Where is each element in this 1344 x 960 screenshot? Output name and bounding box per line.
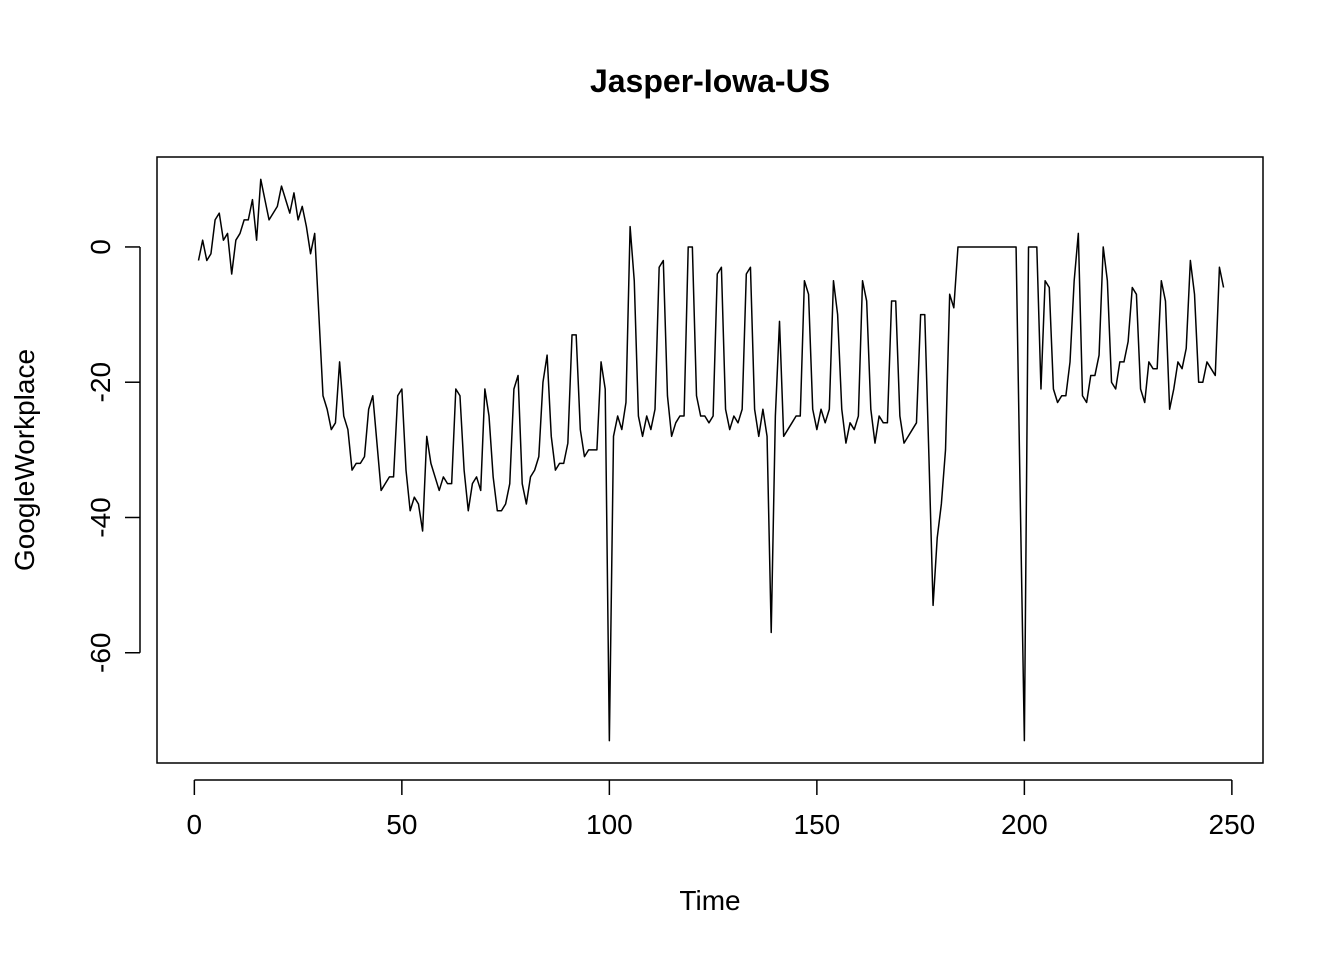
x-tick-label: 200 xyxy=(1001,809,1048,840)
y-tick-label: -20 xyxy=(85,362,116,402)
plot-frame xyxy=(156,156,1264,764)
series-line xyxy=(197,178,1225,742)
y-tick-label: -40 xyxy=(85,497,116,537)
x-tick-label: 250 xyxy=(1209,809,1256,840)
x-tick-label: 100 xyxy=(586,809,633,840)
y-axis-label: GoogleWorkplace xyxy=(9,349,40,571)
x-tick-label: 0 xyxy=(187,809,203,840)
chart-title: Jasper-Iowa-US xyxy=(590,63,830,99)
x-tick-label: 150 xyxy=(794,809,841,840)
x-axis-label: Time xyxy=(679,885,740,916)
y-tick-label: -60 xyxy=(85,633,116,673)
x-tick-label: 50 xyxy=(386,809,417,840)
y-axis: 0 -20 -40 -60 xyxy=(85,239,141,673)
x-axis: 0 50 100 150 200 250 xyxy=(187,779,1256,840)
y-tick-label: 0 xyxy=(85,239,116,255)
